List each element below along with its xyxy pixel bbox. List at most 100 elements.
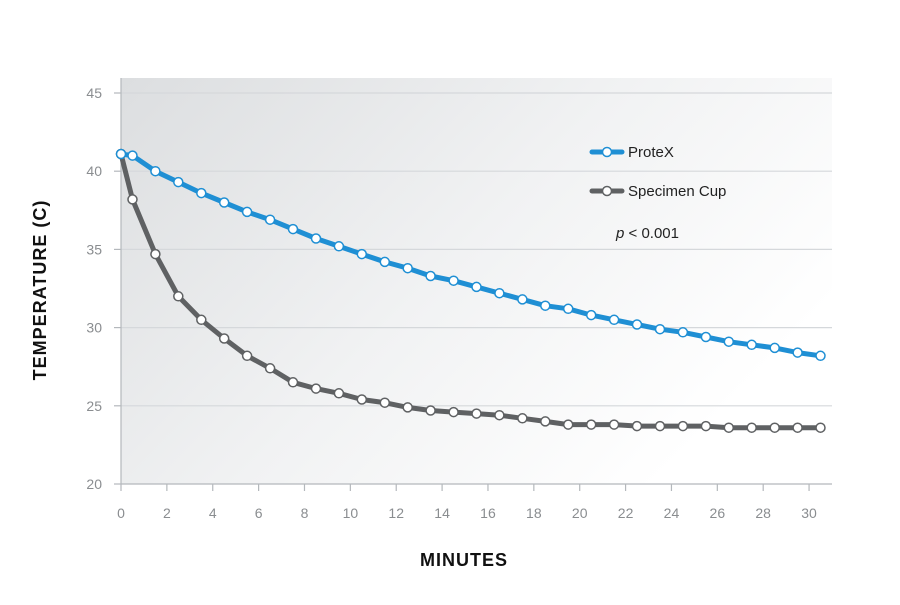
legend-marker-protex (601, 146, 613, 158)
x-tick-label-22: 22 (618, 505, 634, 521)
y-tick-label-25: 25 (86, 398, 102, 414)
x-tick-label-2: 2 (163, 505, 171, 521)
point-protex-12 (379, 256, 391, 268)
point-protex-18 (517, 294, 528, 305)
x-tick-label-6: 6 (255, 505, 263, 521)
point-specimen-cup-9 (310, 383, 322, 394)
x-tick-label-14: 14 (434, 505, 450, 521)
p-value-annotation: p < 0.001 (615, 225, 679, 242)
point-protex-30 (792, 347, 803, 358)
point-specimen-cup-2 (150, 248, 161, 260)
point-protex-3 (173, 176, 184, 188)
point-protex-11 (356, 248, 368, 260)
point-specimen-cup-27 (723, 422, 735, 433)
x-tick-label-20: 20 (572, 505, 588, 521)
x-tick-label-28: 28 (755, 505, 771, 521)
point-protex-24 (654, 323, 666, 335)
x-tick-label-24: 24 (664, 505, 680, 521)
x-tick-label-4: 4 (209, 505, 217, 521)
plot-background (121, 78, 832, 484)
point-specimen-cup-5 (218, 333, 230, 344)
point-protex-19 (540, 300, 551, 311)
point-specimen-cup-10 (333, 388, 345, 399)
x-tick-label-16: 16 (480, 505, 496, 521)
point-protex-8 (287, 223, 299, 235)
point-protex-28 (746, 339, 757, 351)
point-specimen-cup-25 (677, 420, 689, 432)
point-specimen-cup-31 (815, 422, 826, 433)
point-specimen-cup-1 (127, 194, 138, 205)
point-specimen-cup-15 (448, 406, 459, 418)
point-protex-25 (677, 327, 689, 338)
x-tick-label-12: 12 (388, 505, 404, 521)
point-protex-16 (471, 281, 482, 293)
point-protex-2 (150, 165, 161, 177)
x-tick-label-8: 8 (301, 505, 309, 521)
p-value-text: < 0.001 (624, 225, 679, 242)
legend-label-protex: ProteX (628, 144, 674, 161)
axes (114, 78, 832, 491)
point-specimen-cup-13 (402, 402, 413, 413)
point-specimen-cup-30 (792, 422, 803, 433)
point-specimen-cup-6 (241, 350, 253, 362)
series-specimen-cup (115, 148, 826, 433)
point-protex-7 (264, 214, 276, 225)
series-protex (115, 148, 826, 362)
y-axis-title: TEMPERATURE (C) (30, 200, 50, 381)
x-tick-label-26: 26 (710, 505, 726, 521)
point-protex-1 (127, 150, 138, 161)
point-specimen-cup-28 (746, 422, 757, 433)
point-specimen-cup-29 (769, 422, 780, 433)
y-tick-label-45: 45 (86, 85, 102, 101)
point-specimen-cup-17 (494, 409, 505, 421)
point-protex-5 (218, 197, 230, 208)
point-protex-29 (769, 342, 780, 354)
legend-item-specimen-cup: Specimen Cup (589, 183, 726, 200)
legend: ProteX Specimen Cup (589, 144, 726, 200)
point-specimen-cup-21 (585, 419, 597, 430)
point-protex-0 (115, 148, 127, 160)
point-protex-21 (585, 309, 597, 321)
point-specimen-cup-20 (562, 419, 574, 430)
point-specimen-cup-22 (608, 419, 620, 430)
point-protex-17 (494, 287, 505, 299)
point-specimen-cup-26 (700, 420, 712, 432)
point-specimen-cup-23 (631, 420, 643, 432)
point-protex-6 (241, 206, 253, 218)
x-tick-label-30: 30 (801, 505, 817, 521)
point-specimen-cup-14 (425, 405, 436, 416)
x-tick-label-10: 10 (343, 505, 359, 521)
point-protex-4 (196, 187, 207, 199)
x-tick-label-18: 18 (526, 505, 542, 521)
point-protex-9 (310, 233, 322, 244)
y-tick-label-20: 20 (86, 476, 102, 492)
point-specimen-cup-12 (379, 397, 391, 408)
y-tick-label-30: 30 (86, 320, 102, 336)
series-lines (115, 148, 826, 433)
point-protex-31 (815, 350, 826, 362)
legend-marker-specimen-cup (601, 185, 613, 197)
point-protex-15 (448, 275, 459, 286)
point-protex-13 (402, 262, 413, 274)
legend-label-specimen-cup: Specimen Cup (628, 183, 726, 200)
point-protex-10 (333, 241, 345, 252)
point-specimen-cup-18 (517, 413, 528, 424)
point-specimen-cup-11 (356, 394, 368, 405)
point-protex-26 (700, 331, 712, 343)
point-specimen-cup-7 (264, 363, 276, 374)
point-protex-14 (425, 270, 436, 282)
point-protex-23 (631, 319, 643, 330)
x-axis-title: MINUTES (420, 550, 508, 570)
point-protex-22 (608, 314, 620, 326)
point-specimen-cup-3 (173, 291, 184, 302)
point-specimen-cup-16 (471, 408, 482, 419)
point-specimen-cup-4 (196, 314, 207, 326)
point-protex-27 (723, 336, 735, 347)
p-symbol: p (615, 225, 624, 242)
point-specimen-cup-24 (654, 420, 666, 432)
legend-item-protex: ProteX (589, 144, 674, 161)
point-protex-20 (562, 303, 574, 315)
